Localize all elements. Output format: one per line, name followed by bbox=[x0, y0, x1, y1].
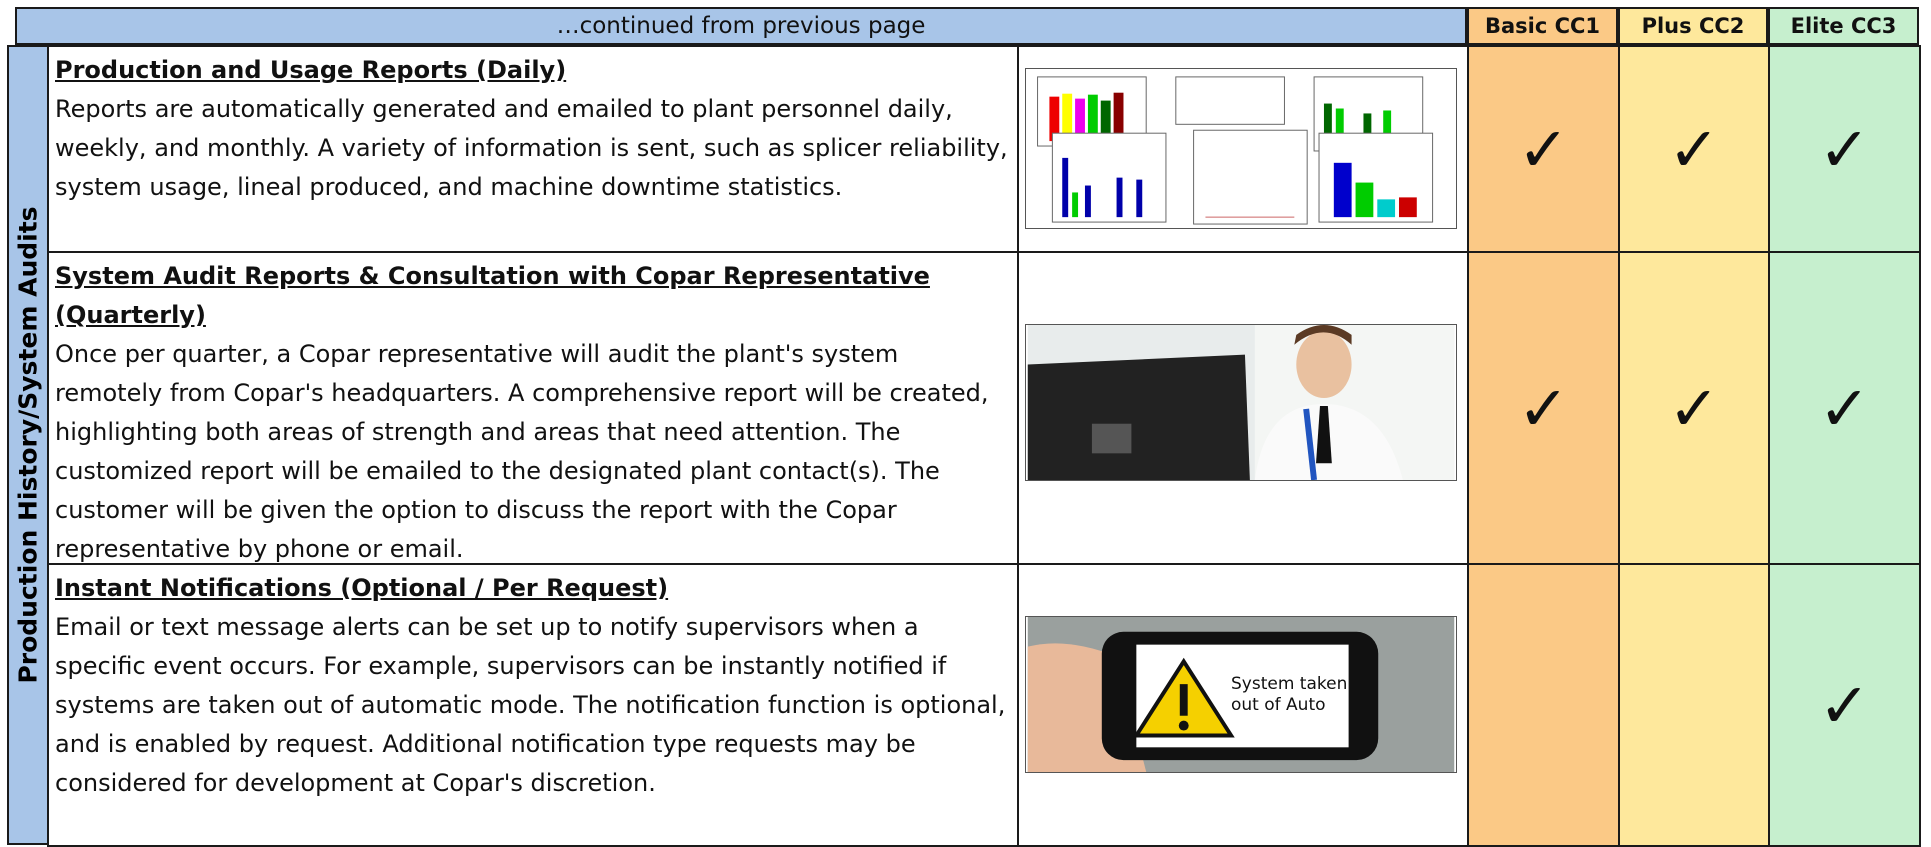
tier-cell: ✓ bbox=[1768, 45, 1921, 253]
tier-header: Basic CC1 bbox=[1467, 7, 1618, 45]
tier-header: Elite CC3 bbox=[1768, 7, 1919, 45]
tier-header: Plus CC2 bbox=[1618, 7, 1768, 45]
feature-title: System Audit Reports & Consultation with… bbox=[55, 262, 930, 329]
feature-description: Production and Usage Reports (Daily) Repo… bbox=[47, 45, 1019, 253]
tier-cell: ✓ bbox=[1618, 45, 1770, 253]
feature-title: Production and Usage Reports (Daily) bbox=[55, 56, 567, 84]
tier-cell: ✓ bbox=[1768, 563, 1921, 847]
tier-cell bbox=[1618, 563, 1770, 847]
tier-cell bbox=[1467, 563, 1620, 847]
checkmark: ✓ bbox=[1818, 371, 1871, 445]
checkmark: ✓ bbox=[1668, 112, 1720, 186]
feature-text: Reports are automatically generated and … bbox=[55, 95, 1008, 201]
section-label: Production History/System Audits bbox=[13, 206, 43, 684]
checkmark: ✓ bbox=[1517, 371, 1570, 445]
tier-cell: ✓ bbox=[1618, 251, 1770, 565]
section-column: Production History/System Audits bbox=[7, 45, 49, 845]
feature-text: Once per quarter, a Copar representative… bbox=[55, 340, 989, 563]
tier-cell: ✓ bbox=[1467, 251, 1620, 565]
feature-description: System Audit Reports & Consultation with… bbox=[47, 251, 1019, 565]
feature-description: Instant Notifications (Optional / Per Re… bbox=[47, 563, 1019, 847]
feature-title: Instant Notifications (Optional / Per Re… bbox=[55, 574, 669, 602]
image-caption: System taken out of Auto bbox=[1231, 674, 1348, 715]
report-image bbox=[1025, 68, 1457, 229]
checkmark: ✓ bbox=[1668, 371, 1720, 445]
tier-cell: ✓ bbox=[1467, 45, 1620, 253]
tier-cell: ✓ bbox=[1768, 251, 1921, 565]
notification-image bbox=[1025, 616, 1457, 773]
header-continued: …continued from previous page bbox=[15, 7, 1467, 45]
checkmark: ✓ bbox=[1818, 668, 1871, 742]
checkmark: ✓ bbox=[1818, 112, 1871, 186]
representative-image bbox=[1025, 324, 1457, 481]
checkmark: ✓ bbox=[1517, 112, 1570, 186]
feature-text: Email or text message alerts can be set … bbox=[55, 613, 1006, 797]
